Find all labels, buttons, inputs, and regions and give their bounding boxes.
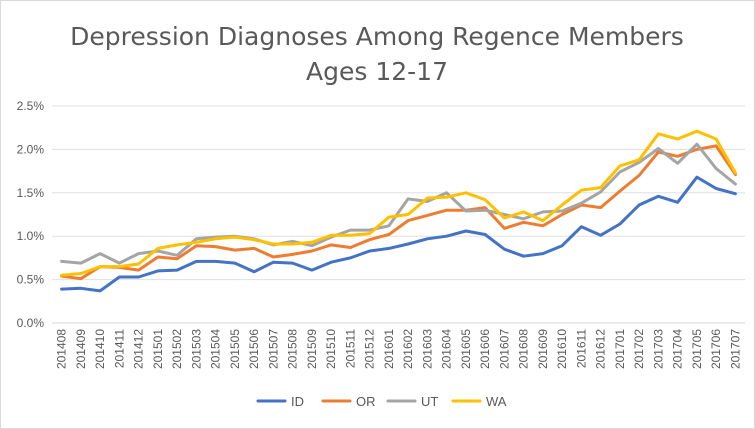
x-tick-label: 201704 [671,329,685,369]
x-tick-label: 201609 [536,329,550,369]
x-tick-label: 201509 [305,329,319,369]
x-tick-label: 201705 [690,329,704,369]
x-tick-label: 201505 [228,329,242,369]
x-tick-label: 201507 [266,329,280,369]
x-tick-label: 201611 [574,329,588,368]
x-tick-label: 201608 [517,329,531,369]
x-tick-label: 201702 [632,329,646,369]
legend-label-wa: WA [486,394,507,409]
y-axis-ticks: 0.0% 0.5% 1.0% 1.5% 2.0% 2.5% [17,99,45,330]
x-tick-label: 201706 [709,329,723,369]
y-tick-label: 1.0% [17,229,45,243]
x-tick-label: 201703 [651,329,665,369]
x-axis-ticks: 201408 201409 201410 201411 201412 201501 2015… [55,329,743,369]
series-line-wa [60,129,737,277]
x-tick-label: 201412 [132,329,146,369]
legend-label-ut: UT [421,394,438,409]
x-tick-label: 201508 [286,329,300,369]
x-tick-label: 201502 [170,329,184,369]
y-tick-label: 2.0% [17,142,45,156]
x-tick-label: 201511 [343,329,357,368]
series-lines [60,129,737,293]
x-tick-label: 201501 [151,329,165,369]
series-line-or [60,144,737,281]
y-tick-label: 0.0% [17,316,45,330]
x-tick-label: 201510 [324,329,338,369]
y-tick-label: 0.5% [17,273,45,287]
x-tick-label: 201610 [555,329,569,369]
x-tick-label: 201601 [382,329,396,369]
y-tick-label: 1.5% [17,186,45,200]
x-tick-label: 201408 [55,329,69,369]
legend-label-id: ID [291,394,304,409]
x-tick-label: 201701 [613,329,627,369]
legend: ID OR UT WA [256,394,507,409]
x-tick-label: 201612 [594,329,608,369]
x-tick-label: 201604 [440,329,454,369]
x-tick-label: 201607 [497,329,511,369]
x-tick-label: 201504 [209,329,223,369]
y-tick-label: 2.5% [17,99,45,113]
x-tick-label: 201411 [112,329,126,368]
x-tick-label: 201409 [74,329,88,369]
series-line-ut [60,142,737,265]
chart-title: Depression Diagnoses Among Regence Membe… [70,22,684,51]
legend-label-or: OR [356,394,376,409]
gridlines [52,105,745,324]
x-tick-label: 201410 [93,329,107,369]
x-tick-label: 201606 [478,329,492,369]
chart-subtitle: Ages 12-17 [306,57,448,86]
x-tick-label: 201512 [363,329,377,369]
x-tick-label: 201605 [459,329,473,369]
x-tick-label: 201503 [189,329,203,369]
x-tick-label: 201602 [401,329,415,369]
series-line-id [60,175,737,293]
x-tick-label: 201506 [247,329,261,369]
x-tick-label: 201603 [420,329,434,369]
x-tick-label: 201707 [728,329,742,369]
